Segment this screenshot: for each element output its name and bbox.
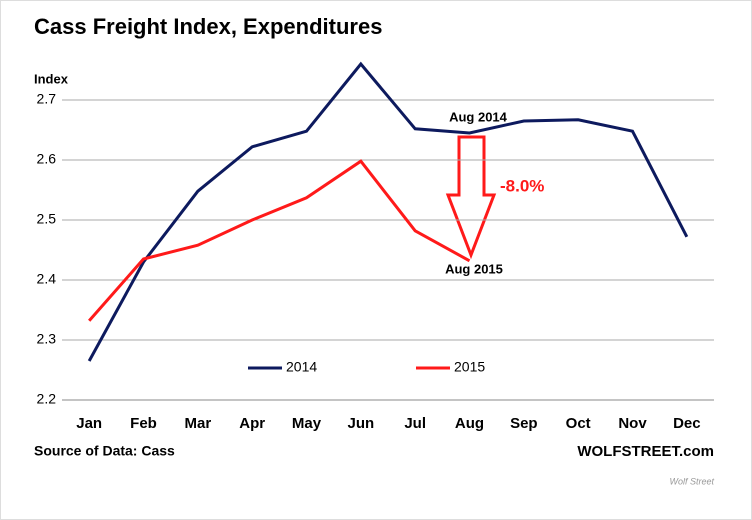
chart-title: Cass Freight Index, Expenditures xyxy=(34,14,382,39)
y-axis-label: Index xyxy=(34,71,69,86)
y-tick-label: 2.4 xyxy=(37,271,57,287)
line-series xyxy=(87,61,689,362)
x-tick-label: Oct xyxy=(566,415,591,432)
y-tick-label: 2.5 xyxy=(37,211,57,227)
y-tick-label: 2.6 xyxy=(37,151,57,167)
legend-label: 2015 xyxy=(454,359,485,375)
watermark: Wolf Street xyxy=(669,476,714,486)
line-series xyxy=(88,159,471,322)
x-tick-label: Jul xyxy=(404,415,426,432)
legend-label: 2014 xyxy=(286,359,317,375)
source: Source of Data: Cass xyxy=(34,443,175,459)
x-tick-label: Sep xyxy=(510,415,538,432)
credit: WOLFSTREET.com xyxy=(577,443,714,460)
annotation: Aug 2014 xyxy=(449,109,508,124)
y-tick-label: 2.7 xyxy=(37,91,57,107)
change-arrow xyxy=(445,135,497,260)
y-tick-label: 2.2 xyxy=(37,391,57,407)
x-tick-label: Jan xyxy=(76,415,102,432)
x-tick-label: Apr xyxy=(239,415,265,432)
x-tick-label: Mar xyxy=(184,415,211,432)
x-tick-label: Jun xyxy=(347,415,374,432)
x-tick-label: Nov xyxy=(618,415,647,432)
x-tick-label: Dec xyxy=(673,415,701,432)
x-tick-label: May xyxy=(292,415,322,432)
y-tick-label: 2.3 xyxy=(37,331,57,347)
x-tick-label: Feb xyxy=(130,415,157,432)
annotation: -8.0% xyxy=(500,176,544,195)
annotation: Aug 2015 xyxy=(445,261,503,276)
x-tick-label: Aug xyxy=(455,415,484,432)
